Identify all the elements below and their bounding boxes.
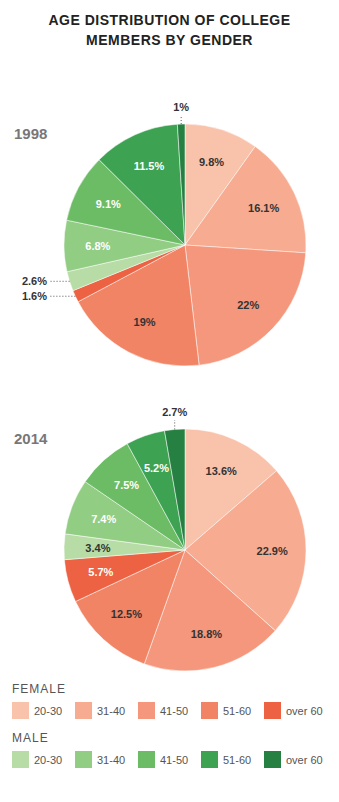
html-text:41-50: 41-50 [160, 753, 189, 766]
svg-text:1%: 1% [173, 101, 189, 113]
svg-text:7.5%: 7.5% [114, 479, 139, 491]
svg-text:9.8%: 9.8% [199, 156, 224, 168]
svg-text:19%: 19% [134, 316, 156, 328]
svg-text:5.2%: 5.2% [144, 462, 169, 474]
html-text:51-60: 51-60 [223, 704, 252, 717]
html-text:31-40: 31-40 [97, 753, 126, 766]
svg-text:11.5%: 11.5% [134, 160, 165, 172]
svg-text:3.4%: 3.4% [85, 542, 110, 554]
html-text:MALE: MALE [12, 731, 49, 745]
svg-text:5.7%: 5.7% [88, 566, 113, 578]
html-text:2014: 2014 [14, 430, 48, 447]
svg-text:16.1%: 16.1% [248, 202, 279, 214]
html-text:41-50: 41-50 [160, 704, 189, 717]
html-text:over 60: over 60 [286, 704, 323, 717]
html-text:1998: 1998 [14, 125, 48, 142]
svg-text:18.8%: 18.8% [191, 628, 222, 640]
svg-text:2.6%: 2.6% [22, 275, 47, 287]
svg-text:7.4%: 7.4% [91, 513, 116, 525]
html-text:31-40: 31-40 [97, 704, 126, 717]
svg-text:6.8%: 6.8% [85, 240, 110, 252]
html-text:FEMALE: FEMALE [12, 682, 66, 696]
svg-text:1.6%: 1.6% [22, 290, 47, 302]
svg-text:22.9%: 22.9% [257, 545, 288, 557]
svg-text:2.7%: 2.7% [162, 406, 187, 418]
html-text:51-60: 51-60 [223, 753, 252, 766]
svg-text:13.6%: 13.6% [206, 465, 237, 477]
html-text:over 60: over 60 [286, 753, 323, 766]
html-text:20-30: 20-30 [34, 704, 63, 717]
svg-text:22%: 22% [237, 299, 259, 311]
svg-text:9.1%: 9.1% [96, 198, 121, 210]
html-text:AGE DISTRIBUTION OF COLLEGE ME: AGE DISTRIBUTION OF COLLEGE MEMBERS BY G… [48, 12, 291, 48]
html-text:20-30: 20-30 [34, 753, 63, 766]
svg-text:12.5%: 12.5% [111, 608, 142, 620]
